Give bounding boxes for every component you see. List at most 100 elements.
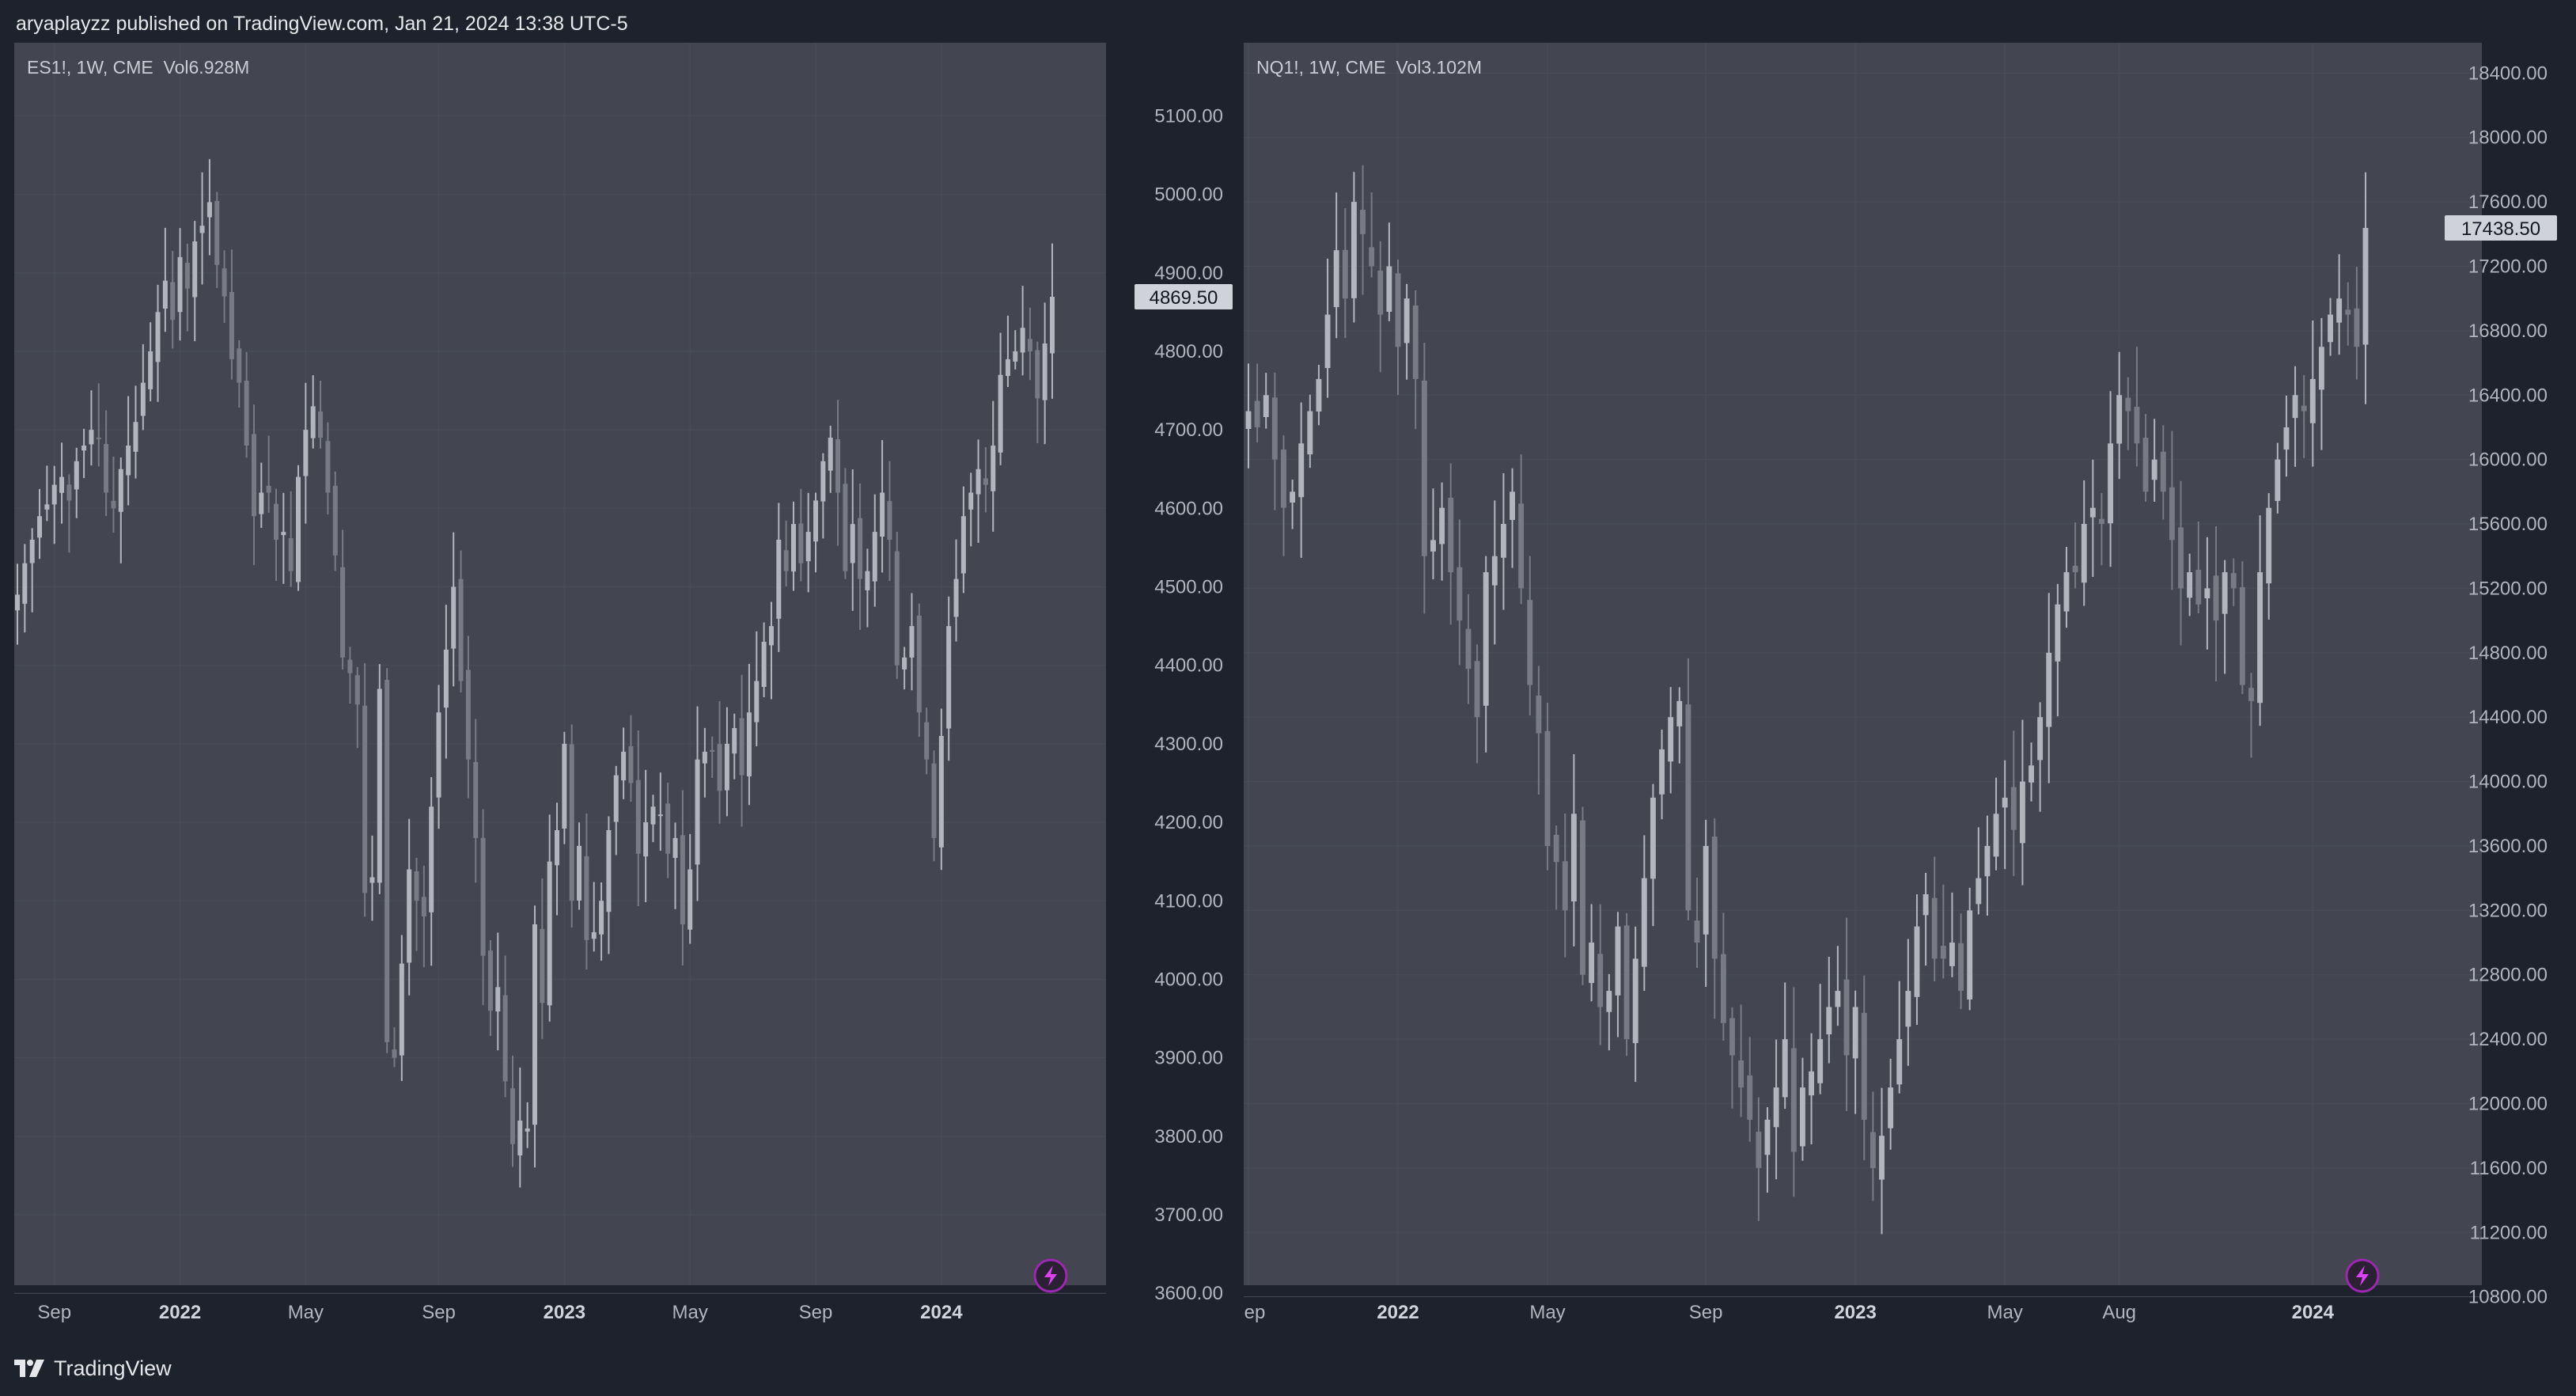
candle-body	[1703, 845, 1709, 935]
candle-body	[2134, 406, 2140, 444]
candle-body	[392, 1049, 397, 1058]
y-axis-tick-label: 4400.00	[1154, 655, 1223, 677]
candle-body	[540, 928, 545, 1003]
candle-body	[1790, 1048, 1797, 1152]
y-axis-tick-label: 16000.00	[2468, 450, 2548, 471]
candlestick-chart-es[interactable]: 5100.00 5000.00 4900.00 4800.00 4700.00 4600.…	[14, 43, 1237, 1341]
candle-body	[237, 348, 242, 383]
candle-body	[2230, 573, 2237, 589]
candle-body	[1027, 339, 1032, 351]
candle-body	[1483, 572, 1489, 706]
candle-body	[798, 523, 804, 563]
candle-body	[998, 374, 1003, 453]
y-axis-tick-label: 17200.00	[2468, 256, 2548, 278]
x-axis-tick-label: 2024	[2292, 1302, 2335, 1323]
candle-body	[377, 689, 382, 883]
x-axis-tick-label: 2024	[920, 1302, 963, 1323]
candle-body	[244, 381, 249, 446]
x-axis-tick-label: Sep	[799, 1302, 833, 1323]
candle-body	[2010, 787, 2017, 830]
candle-body	[2037, 717, 2044, 761]
candle-body	[1395, 273, 1401, 347]
x-axis-tick-label: May	[288, 1302, 324, 1323]
candle-body	[1764, 1119, 1771, 1155]
candle-body	[1905, 991, 1911, 1027]
candle-body	[850, 524, 855, 563]
tradingview-logo[interactable]: TradingView	[14, 1356, 172, 1380]
plot-area[interactable]	[14, 43, 1106, 1285]
candle-body	[89, 430, 94, 445]
y-axis-tick-label: 18400.00	[2468, 63, 2548, 84]
chart-panel-es[interactable]: 5100.00 5000.00 4900.00 4800.00 4700.00 4600.…	[14, 43, 1237, 1341]
last-price-label: 17438.50	[2461, 218, 2540, 240]
candle-body	[214, 200, 220, 265]
candle-body	[473, 761, 479, 838]
candle-body	[650, 806, 656, 825]
candle-body	[768, 626, 774, 646]
candle-body	[155, 312, 161, 362]
candle-body	[894, 551, 900, 666]
candle-body	[2046, 652, 2052, 727]
candle-body	[1500, 524, 1506, 558]
candle-body	[2195, 569, 2202, 605]
candle-body	[140, 382, 146, 416]
candle-body	[44, 504, 50, 510]
candles	[1245, 165, 2369, 1235]
last-price-badge	[2445, 214, 2557, 241]
candle-body	[1316, 378, 1322, 412]
candle-body	[1421, 380, 1427, 556]
candle-body	[1615, 926, 1621, 996]
candle-body	[1976, 878, 1982, 905]
y-axis-tick-label: 4600.00	[1154, 498, 1223, 519]
candle-body	[340, 567, 346, 658]
candle-body	[562, 743, 567, 829]
candle-body	[1949, 943, 1955, 966]
candle-body	[1263, 395, 1269, 418]
candle-body	[946, 626, 952, 729]
candlestick-chart-nq[interactable]: 18400.00 18000.00 17600.00 17200.00 16800.00…	[1244, 43, 2561, 1341]
candle-body	[1711, 836, 1718, 959]
candle-body	[1360, 210, 1366, 234]
candle-body	[525, 1128, 530, 1132]
candle-body	[880, 492, 885, 537]
candle-body	[2160, 451, 2166, 492]
lightning-bolt-icon[interactable]	[1033, 1258, 1068, 1293]
candle-body	[1042, 343, 1047, 400]
candle-body	[199, 226, 205, 233]
candle-body	[776, 540, 782, 619]
candles	[15, 159, 1055, 1188]
x-axis-tick-label: Sep	[422, 1302, 456, 1323]
candle-body	[1457, 567, 1463, 621]
y-axis-tick-label: 11600.00	[2470, 1158, 2548, 1179]
y-axis-tick-label: 10800.00	[2468, 1287, 2548, 1308]
y-axis-tick-label: 4300.00	[1154, 734, 1223, 755]
candle-body	[717, 744, 722, 791]
candle-body	[184, 262, 190, 289]
candle-body	[628, 745, 634, 783]
candle-body	[170, 282, 176, 321]
candle-body	[2213, 575, 2219, 621]
y-axis-tick-label: 3700.00	[1154, 1204, 1223, 1226]
candle-body	[2072, 565, 2078, 573]
candle-body	[465, 670, 471, 760]
candle-body	[451, 586, 456, 649]
candle-body	[2318, 347, 2324, 390]
candle-body	[1879, 1136, 1885, 1180]
candle-body	[1685, 704, 1691, 911]
candle-body	[1307, 411, 1313, 455]
candle-body	[665, 803, 671, 854]
x-axis-tick-label: May	[1529, 1302, 1565, 1323]
candle-body	[1923, 894, 1929, 916]
candle-body	[81, 445, 87, 451]
candle-body	[1931, 897, 1938, 959]
symbol-legend: NQ1!, 1W, CME Vol3.102M	[1256, 57, 1483, 78]
lightning-bolt-icon[interactable]	[2345, 1258, 2380, 1293]
y-axis-tick-label: 5100.00	[1154, 105, 1223, 127]
chart-panel-nq[interactable]: 18400.00 18000.00 17600.00 17200.00 16800.00…	[1244, 43, 2561, 1341]
y-axis-tick-label: 15600.00	[2468, 514, 2548, 535]
x-axis-tick-label: May	[672, 1302, 708, 1323]
candle-body	[835, 439, 841, 493]
y-axis-tick-label: 17600.00	[2468, 192, 2548, 213]
candle-body	[1245, 411, 1252, 429]
candle-body	[288, 538, 294, 571]
